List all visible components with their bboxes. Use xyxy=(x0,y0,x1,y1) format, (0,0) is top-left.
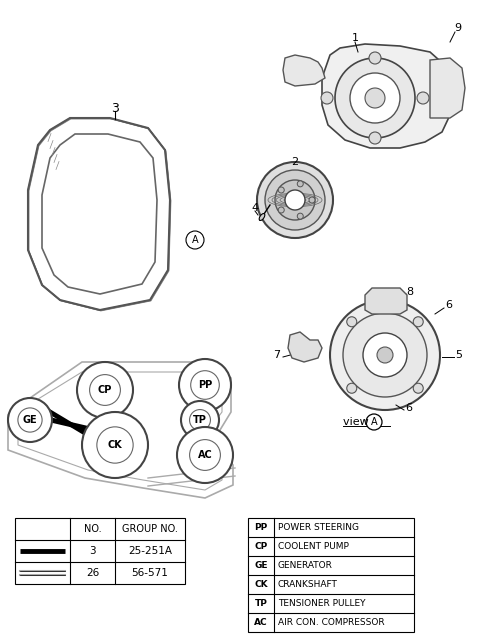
Text: AIR CON. COMPRESSOR: AIR CON. COMPRESSOR xyxy=(278,618,384,627)
Circle shape xyxy=(8,398,52,442)
Text: POWER STEERING: POWER STEERING xyxy=(278,523,359,532)
Text: TP: TP xyxy=(193,415,207,425)
Text: 7: 7 xyxy=(273,350,280,360)
Ellipse shape xyxy=(259,213,265,221)
Text: PP: PP xyxy=(198,380,212,390)
Circle shape xyxy=(309,197,315,203)
Polygon shape xyxy=(365,288,407,314)
Circle shape xyxy=(377,347,393,363)
Circle shape xyxy=(321,92,333,104)
Text: 5: 5 xyxy=(455,350,462,360)
Circle shape xyxy=(181,401,219,439)
Text: AC: AC xyxy=(254,618,268,627)
Circle shape xyxy=(190,440,220,470)
Text: TENSIONER PULLEY: TENSIONER PULLEY xyxy=(278,599,365,608)
Text: A: A xyxy=(192,235,198,245)
Polygon shape xyxy=(248,518,414,632)
Text: CP: CP xyxy=(254,542,268,551)
Circle shape xyxy=(265,170,325,230)
Text: 6: 6 xyxy=(445,300,452,310)
Text: 56-571: 56-571 xyxy=(132,568,168,578)
Circle shape xyxy=(278,187,284,193)
Circle shape xyxy=(413,317,423,327)
Circle shape xyxy=(365,88,385,108)
Text: 3: 3 xyxy=(111,101,119,115)
Circle shape xyxy=(97,427,133,463)
Circle shape xyxy=(177,427,233,483)
Text: GE: GE xyxy=(254,561,268,570)
Circle shape xyxy=(190,410,210,431)
Text: AC: AC xyxy=(198,450,212,460)
Circle shape xyxy=(82,412,148,478)
Circle shape xyxy=(330,300,440,410)
Circle shape xyxy=(278,207,284,213)
Circle shape xyxy=(369,52,381,64)
Circle shape xyxy=(413,383,423,393)
Text: 8: 8 xyxy=(406,287,413,297)
Text: NO.: NO. xyxy=(84,524,101,534)
Circle shape xyxy=(350,73,400,123)
Circle shape xyxy=(275,180,315,220)
Text: GENERATOR: GENERATOR xyxy=(278,561,333,570)
Polygon shape xyxy=(430,58,465,118)
Circle shape xyxy=(335,58,415,138)
Circle shape xyxy=(297,181,303,187)
Text: GROUP NO.: GROUP NO. xyxy=(122,524,178,534)
Circle shape xyxy=(347,317,357,327)
Text: 1: 1 xyxy=(351,33,359,43)
Text: CP: CP xyxy=(98,385,112,395)
Text: 4: 4 xyxy=(252,203,259,213)
Circle shape xyxy=(18,408,42,432)
Text: PP: PP xyxy=(254,523,268,532)
Text: 26: 26 xyxy=(86,568,99,578)
Text: GE: GE xyxy=(23,415,37,425)
Circle shape xyxy=(347,383,357,393)
Circle shape xyxy=(285,190,305,210)
Text: CK: CK xyxy=(254,580,268,589)
Polygon shape xyxy=(322,44,452,148)
Text: 6: 6 xyxy=(405,403,412,413)
Text: view: view xyxy=(343,417,372,427)
Circle shape xyxy=(257,162,333,238)
Circle shape xyxy=(366,414,382,430)
Circle shape xyxy=(363,333,407,377)
Circle shape xyxy=(297,213,303,219)
Text: 9: 9 xyxy=(455,23,462,33)
Text: 3: 3 xyxy=(89,546,96,556)
Text: CK: CK xyxy=(108,440,122,450)
Circle shape xyxy=(90,374,120,405)
Text: A: A xyxy=(371,417,377,427)
Polygon shape xyxy=(15,518,185,584)
Text: TP: TP xyxy=(254,599,267,608)
Text: COOLENT PUMP: COOLENT PUMP xyxy=(278,542,349,551)
Circle shape xyxy=(179,359,231,411)
Circle shape xyxy=(77,362,133,418)
Circle shape xyxy=(343,313,427,397)
Circle shape xyxy=(186,231,204,249)
Circle shape xyxy=(369,132,381,144)
Circle shape xyxy=(191,370,219,399)
Polygon shape xyxy=(283,55,325,86)
Polygon shape xyxy=(288,332,322,362)
Polygon shape xyxy=(42,134,157,294)
Text: CRANKSHAFT: CRANKSHAFT xyxy=(278,580,338,589)
Text: 2: 2 xyxy=(291,157,299,167)
Text: 25-251A: 25-251A xyxy=(128,546,172,556)
Circle shape xyxy=(417,92,429,104)
